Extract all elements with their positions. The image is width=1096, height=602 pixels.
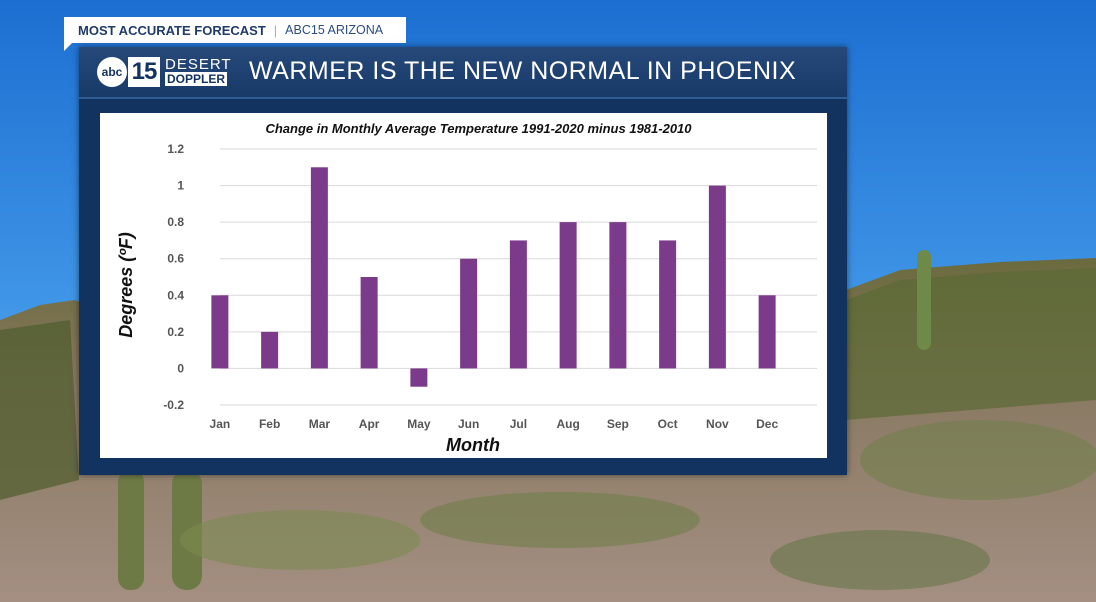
bar-dec xyxy=(758,295,776,369)
y-tick-label: 1.2 xyxy=(167,142,184,156)
x-tick-label: Oct xyxy=(658,417,678,431)
x-axis-label: Month xyxy=(446,435,500,455)
logo-doppler-text: DOPPLER xyxy=(165,72,228,86)
bar-jan xyxy=(211,295,229,369)
bar-aug xyxy=(559,222,577,369)
chart-title: Change in Monthly Average Temperature 19… xyxy=(265,121,692,136)
x-tick-label: Mar xyxy=(309,417,331,431)
x-tick-label: Sep xyxy=(607,417,629,431)
y-tick-label: 0 xyxy=(177,361,184,375)
saguaro-cactus xyxy=(118,470,144,590)
x-tick-label: Jun xyxy=(458,417,479,431)
x-tick-label: Jul xyxy=(510,417,527,431)
bar-sep xyxy=(609,222,627,369)
logo-desert-text: DESERT xyxy=(165,56,232,73)
bar-feb xyxy=(261,331,279,369)
logo-abc-circle: abc xyxy=(97,57,127,87)
top-banner: MOST ACCURATE FORECAST | ABC15 ARIZONA xyxy=(64,17,406,43)
bar-chart: Change in Monthly Average Temperature 19… xyxy=(116,121,817,455)
abc15-desert-doppler-logo: abc 15 DESERT DOPPLER xyxy=(97,57,233,87)
x-tick-label: Nov xyxy=(706,417,729,431)
y-tick-label: 0.6 xyxy=(167,252,184,266)
logo-15: 15 xyxy=(128,57,160,87)
banner-separator: | xyxy=(273,22,278,38)
bar-may xyxy=(410,368,428,387)
x-tick-label: May xyxy=(407,417,431,431)
headline: WARMER IS THE NEW NORMAL IN PHOENIX xyxy=(249,57,797,85)
banner-label: MOST ACCURATE FORECAST xyxy=(78,22,266,38)
bar-apr xyxy=(360,277,378,369)
saguaro-cactus xyxy=(917,250,931,350)
y-tick-label: 0.8 xyxy=(167,215,184,229)
bar-nov xyxy=(708,185,726,369)
y-tick-label: 1 xyxy=(177,179,184,193)
banner-notch xyxy=(64,43,72,51)
y-tick-label: -0.2 xyxy=(163,398,184,412)
graphic-panel: abc 15 DESERT DOPPLER WARMER IS THE NEW … xyxy=(79,47,847,475)
bar-jul xyxy=(509,240,527,369)
x-tick-label: Feb xyxy=(259,417,280,431)
panel-header: abc 15 DESERT DOPPLER WARMER IS THE NEW … xyxy=(79,47,847,99)
chart-container: Change in Monthly Average Temperature 19… xyxy=(100,113,827,458)
x-tick-label: Dec xyxy=(756,417,778,431)
banner-station: ABC15 ARIZONA xyxy=(285,23,384,37)
x-tick-label: Aug xyxy=(556,417,579,431)
y-tick-label: 0.4 xyxy=(167,288,184,302)
x-tick-label: Apr xyxy=(359,417,380,431)
y-axis-label: Degrees (ºF) xyxy=(116,232,136,338)
y-tick-label: 0.2 xyxy=(167,325,184,339)
bar-jun xyxy=(460,258,478,369)
bar-oct xyxy=(659,240,677,369)
x-tick-label: Jan xyxy=(210,417,231,431)
bar-mar xyxy=(310,167,328,369)
